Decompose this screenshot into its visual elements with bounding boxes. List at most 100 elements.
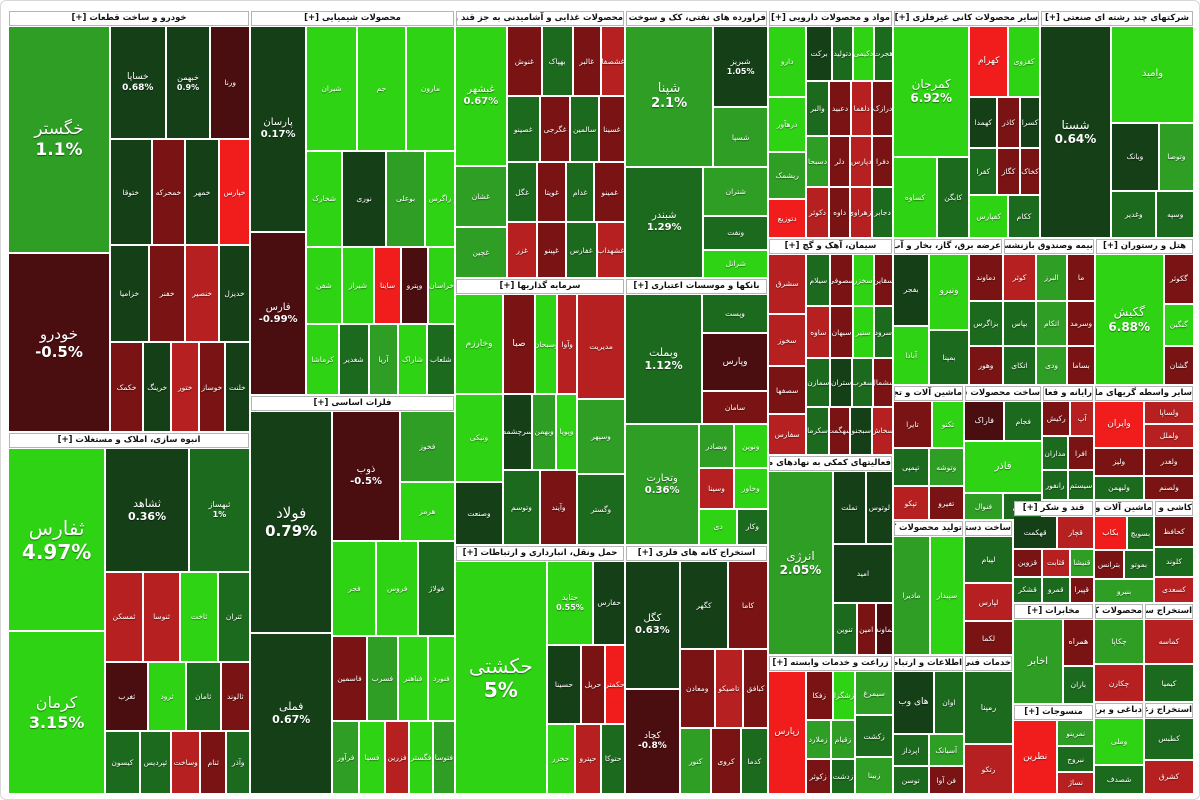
- stock-tile[interactable]: شلعاب: [427, 325, 454, 394]
- stock-tile[interactable]: غشصفا: [601, 27, 625, 96]
- stock-tile[interactable]: فنوال: [965, 494, 1002, 519]
- stock-tile[interactable]: جم: [357, 27, 405, 150]
- stock-tile[interactable]: خرینگ: [144, 343, 171, 431]
- stock-tile[interactable]: وآذر: [227, 732, 249, 793]
- stock-tile[interactable]: انرژی 2.05%: [769, 472, 832, 654]
- stock-tile[interactable]: کچاد -0.8%: [626, 689, 679, 793]
- stock-tile[interactable]: خبهمن 0.9%: [166, 27, 210, 139]
- stock-tile[interactable]: غفارس: [566, 223, 596, 277]
- stock-tile[interactable]: غگرجی: [540, 97, 570, 161]
- stock-tile[interactable]: کشرق: [1145, 760, 1193, 793]
- stock-tile[interactable]: البرز: [1036, 255, 1067, 300]
- stock-tile[interactable]: غپینو: [538, 223, 565, 277]
- stock-tile[interactable]: بمپنا: [930, 330, 968, 384]
- stock-tile[interactable]: غنوش: [507, 27, 541, 96]
- stock-tile[interactable]: فروس: [377, 541, 418, 636]
- stock-tile[interactable]: فجر: [333, 541, 376, 636]
- stock-tile[interactable]: داوه: [829, 188, 850, 237]
- stock-tile[interactable]: زملارد: [806, 720, 830, 759]
- stock-tile[interactable]: کهمدا: [970, 98, 997, 148]
- stock-tile[interactable]: فولاژ: [419, 541, 454, 636]
- stock-tile[interactable]: بترانس: [1095, 551, 1123, 579]
- stock-tile[interactable]: شاراک: [399, 325, 426, 394]
- stock-tile[interactable]: وغدیر: [1112, 191, 1156, 237]
- stock-tile[interactable]: سبهان: [831, 307, 852, 358]
- stock-tile[interactable]: دتوزیع: [769, 200, 806, 237]
- stock-tile[interactable]: خزامیا: [110, 245, 148, 342]
- stock-tile[interactable]: قثابت: [1043, 549, 1069, 576]
- stock-tile[interactable]: قزوین: [1014, 549, 1041, 576]
- sector-header[interactable]: مواد و محصولات دارویی [+]: [769, 11, 892, 26]
- stock-tile[interactable]: وملی: [1095, 719, 1143, 764]
- stock-tile[interactable]: غسینا: [599, 97, 625, 161]
- stock-tile[interactable]: رکیش: [1043, 402, 1070, 436]
- sector-header[interactable]: دباغی و پرداخت چرم [+]: [1095, 703, 1143, 718]
- stock-tile[interactable]: ثغرب: [106, 662, 148, 731]
- stock-tile[interactable]: کروی: [712, 729, 740, 794]
- stock-tile[interactable]: اوان: [934, 672, 963, 733]
- stock-tile[interactable]: ثالوند: [221, 662, 249, 731]
- stock-tile[interactable]: شستا 0.64%: [1041, 27, 1110, 237]
- stock-tile[interactable]: فاسمین: [333, 637, 366, 720]
- stock-tile[interactable]: دسبحا: [807, 137, 828, 187]
- stock-tile[interactable]: وامید: [1112, 27, 1193, 122]
- stock-tile[interactable]: خساپا 0.68%: [110, 27, 165, 139]
- stock-tile[interactable]: وگستر: [578, 475, 624, 544]
- stock-tile[interactable]: وسرمد: [1068, 302, 1094, 345]
- stock-tile[interactable]: زبینا: [856, 757, 892, 793]
- stock-tile[interactable]: دفرا: [873, 137, 892, 187]
- stock-tile[interactable]: وتجارت 0.36%: [626, 425, 699, 544]
- stock-tile[interactable]: هجرت: [874, 27, 892, 81]
- sector-header[interactable]: فلزات اساسی [+]: [251, 396, 454, 411]
- sector-header[interactable]: تولید محصولات کامپیوتری [+]: [894, 521, 963, 536]
- stock-tile[interactable]: شتران: [704, 167, 767, 216]
- stock-tile[interactable]: تاصیکو: [715, 650, 742, 728]
- stock-tile[interactable]: درهآور: [769, 98, 806, 152]
- stock-tile[interactable]: کرمان 3.15%: [9, 632, 105, 793]
- stock-tile[interactable]: سبجنو: [851, 407, 872, 454]
- stock-tile[interactable]: دکوثر: [807, 188, 828, 237]
- stock-tile[interactable]: مادیرا: [894, 537, 929, 654]
- sector-header[interactable]: استخراج زغال سنگ [+]: [1145, 703, 1193, 718]
- stock-tile[interactable]: بکاب: [1095, 517, 1126, 550]
- stock-tile[interactable]: وخاور: [734, 468, 767, 508]
- stock-tile[interactable]: فملی 0.67%: [251, 633, 332, 793]
- sector-header[interactable]: سایر محصولات کانی غیرفلزی [+]: [894, 11, 1039, 26]
- stock-tile[interactable]: سصفها: [769, 367, 806, 414]
- stock-tile[interactable]: دماوند: [969, 255, 1002, 300]
- stock-tile[interactable]: کساوه: [894, 157, 936, 237]
- stock-tile[interactable]: ونفت: [704, 217, 767, 249]
- stock-tile[interactable]: گشان: [1164, 346, 1193, 384]
- sector-header[interactable]: رایانه و فعالیتهای وابسته [+]: [1043, 386, 1093, 401]
- sector-header[interactable]: سرمایه گذاریها [+]: [456, 279, 624, 294]
- stock-tile[interactable]: غصینو: [507, 97, 539, 161]
- stock-tile[interactable]: وایران: [1095, 402, 1143, 447]
- stock-tile[interactable]: بپاس: [1004, 302, 1035, 345]
- stock-tile[interactable]: سهگمت: [829, 407, 850, 454]
- stock-tile[interactable]: حسینا: [547, 645, 581, 723]
- stock-tile[interactable]: رمپنا: [965, 672, 1012, 744]
- stock-tile[interactable]: امید: [833, 545, 892, 603]
- stock-tile[interactable]: فاذر: [965, 442, 1041, 493]
- stock-tile[interactable]: حتاید 0.55%: [547, 562, 593, 644]
- sector-header[interactable]: سایر واسطه گریهای مالی [+]: [1095, 386, 1193, 401]
- stock-tile[interactable]: بنیرو: [1095, 580, 1153, 603]
- stock-tile[interactable]: خنصیر: [186, 245, 218, 342]
- stock-tile[interactable]: اپرداز: [894, 734, 928, 766]
- stock-tile[interactable]: ولساپا: [1145, 402, 1193, 424]
- stock-tile[interactable]: نبروج: [1058, 747, 1093, 771]
- sector-header[interactable]: بیمه وصندوق بازنشستگی به جز [+]: [1004, 239, 1094, 254]
- stock-tile[interactable]: زاگرس: [425, 151, 454, 246]
- stock-tile[interactable]: شسپا: [714, 108, 767, 166]
- stock-tile[interactable]: ما: [1068, 255, 1094, 300]
- stock-tile[interactable]: قنیشا: [1070, 549, 1093, 576]
- stock-tile[interactable]: وسپهر: [578, 399, 624, 474]
- stock-tile[interactable]: چکارن: [1095, 665, 1143, 701]
- sector-header[interactable]: فعالیتهای کمکی به نهادهای مالی واسط [+]: [769, 456, 892, 471]
- stock-tile[interactable]: کدما: [741, 729, 768, 794]
- stock-tile[interactable]: شیراز: [342, 247, 374, 324]
- stock-tile[interactable]: ولبهمن: [1095, 476, 1143, 499]
- sector-header[interactable]: زراعت و خدمات وابسته [+]: [769, 656, 892, 671]
- stock-tile[interactable]: دزهراوی: [851, 188, 872, 237]
- stock-tile[interactable]: آپ: [1071, 402, 1093, 436]
